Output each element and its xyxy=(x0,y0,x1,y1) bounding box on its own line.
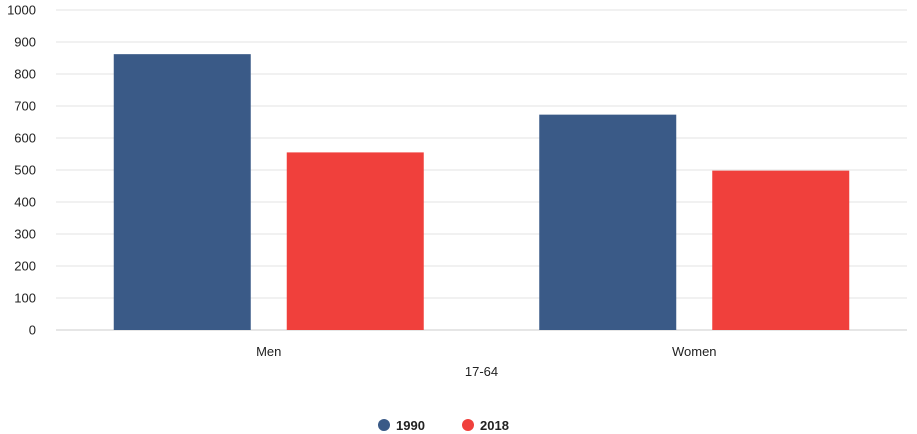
legend-item-1990[interactable]: 1990 xyxy=(378,418,425,433)
y-tick-label: 1000 xyxy=(7,3,36,18)
bar-men-1990[interactable] xyxy=(113,54,251,330)
legend: 1990 2018 xyxy=(378,418,509,433)
y-tick-label: 300 xyxy=(14,227,36,242)
bars xyxy=(113,54,850,330)
legend-label: 2018 xyxy=(480,418,509,433)
y-tick-label: 500 xyxy=(14,163,36,178)
legend-marker xyxy=(378,419,390,431)
y-tick-label: 0 xyxy=(29,323,36,338)
y-tick-label: 400 xyxy=(14,195,36,210)
x-axis-title: 17-64 xyxy=(465,364,498,379)
y-tick-label: 100 xyxy=(14,291,36,306)
bar-men-2018[interactable] xyxy=(286,152,424,330)
x-category-label: Women xyxy=(672,344,717,359)
legend-label: 1990 xyxy=(396,418,425,433)
y-tick-label: 600 xyxy=(14,131,36,146)
x-axis-category-labels: Men Women xyxy=(256,344,716,359)
y-tick-label: 800 xyxy=(14,67,36,82)
legend-marker xyxy=(462,419,474,431)
bar-women-2018[interactable] xyxy=(712,170,850,330)
bar-women-1990[interactable] xyxy=(539,114,677,330)
y-tick-label: 200 xyxy=(14,259,36,274)
x-category-label: Men xyxy=(256,344,281,359)
y-tick-label: 700 xyxy=(14,99,36,114)
y-axis-tick-labels: 0 100 200 300 400 500 600 700 800 900 1000 xyxy=(7,3,36,338)
legend-item-2018[interactable]: 2018 xyxy=(462,418,509,433)
y-tick-label: 900 xyxy=(14,35,36,50)
